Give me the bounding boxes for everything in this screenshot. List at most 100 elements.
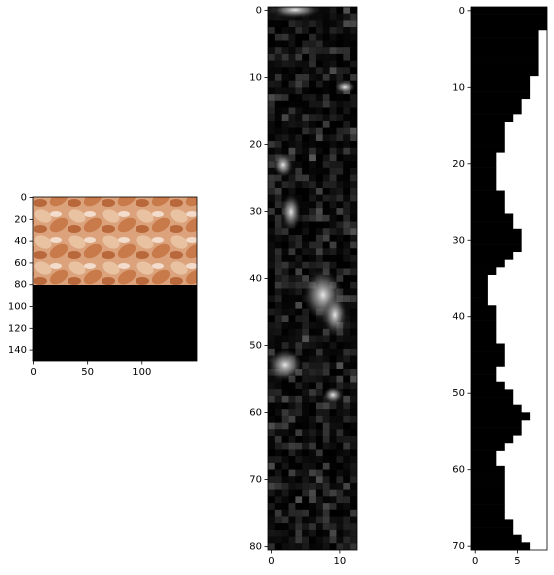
texture-cell [350,67,357,75]
texture-cell [343,67,351,75]
texture-cell [268,422,275,430]
texture-cell [268,20,275,28]
texture-cell [281,409,289,416]
profile-bar [471,289,488,298]
texture-cell [274,248,282,256]
profile-bar [471,381,505,390]
texture-cell [315,107,323,115]
texture-cell [322,87,330,95]
texture-cell [302,543,310,550]
texture-cell [288,53,296,61]
texture-cell [281,134,289,142]
y-tick-label: 0 [21,193,27,204]
texture-cell [281,60,289,68]
profile-bar [471,274,488,283]
texture-cell [281,509,289,517]
texture-cell [350,308,357,316]
texture-cell [322,221,330,229]
texture-cell [343,402,351,410]
texture-cell [281,275,289,282]
profile-bar [471,221,514,230]
texture-cell [309,422,316,430]
texture-cell [336,449,344,457]
texture-cell [281,315,289,323]
texture-cell [302,482,310,490]
texture-cell [281,120,289,128]
texture-cell [288,422,296,430]
texture-cell [315,456,323,463]
texture-cell [295,141,303,148]
texture-cell [268,523,275,530]
texture-cell [274,120,282,128]
texture-cell [288,188,296,195]
texture-cell [274,301,282,309]
texture-cell [288,328,296,336]
texture-cell [322,261,330,269]
texture-cell [274,94,282,101]
texture-cell [322,489,330,497]
texture-cell [309,509,316,517]
texture-cell [288,469,296,477]
x-tick-label: 10 [334,556,347,567]
texture-cell [295,295,303,303]
texture-cell [274,342,282,349]
texture-cell [274,141,282,148]
texture-cell [302,462,310,470]
texture-cell [288,295,296,303]
texture-cell [309,476,316,484]
profile-bar [471,45,539,54]
texture-cell [322,456,330,463]
texture-cell [343,255,351,262]
texture-cell [268,201,275,209]
texture-cell [350,415,357,423]
texture-cell [268,476,275,484]
texture-cell [302,80,310,88]
texture-cell [322,442,330,450]
profile-bar [471,182,497,191]
texture-cell [350,375,357,383]
texture-cell [302,208,310,215]
texture-cell [322,47,330,54]
texture-cell [288,261,296,269]
texture-cell [309,543,316,550]
texture-cell [302,241,310,249]
texture-cell [302,27,310,34]
texture-cell [350,214,357,222]
texture-cell [329,496,337,504]
profile-bar [471,14,547,23]
texture-cell [336,355,344,363]
texture-cell [295,53,303,61]
texture-cell [295,87,303,95]
texture-cell [315,228,323,235]
texture-cell [268,40,275,48]
texture-cell [288,167,296,175]
texture-cell [329,248,337,256]
texture-cell [274,228,282,235]
texture-cell [281,67,289,75]
texture-cell [343,214,351,222]
texture-cell [329,382,337,390]
texture-cell [309,248,316,256]
texture-cell [281,536,289,544]
profile-bar [471,83,531,92]
texture-cell [329,188,337,195]
texture-cell [343,469,351,477]
texture-cell [322,94,330,101]
texture-cell [336,161,344,168]
texture-cell [295,335,303,343]
texture-cell [336,348,344,356]
texture-cell [336,7,344,14]
texture-cell [343,422,351,430]
profile-bar [471,488,505,497]
texture-cell [315,27,323,34]
y-tick-label: 40 [14,236,27,247]
texture-cell [309,255,316,262]
texture-cell [309,496,316,504]
profile-bar [471,106,522,115]
texture-cell [343,27,351,34]
texture-cell [302,20,310,28]
texture-cell [322,154,330,162]
texture-cell [309,107,316,115]
texture-cell [302,369,310,376]
texture-cell [315,382,323,390]
